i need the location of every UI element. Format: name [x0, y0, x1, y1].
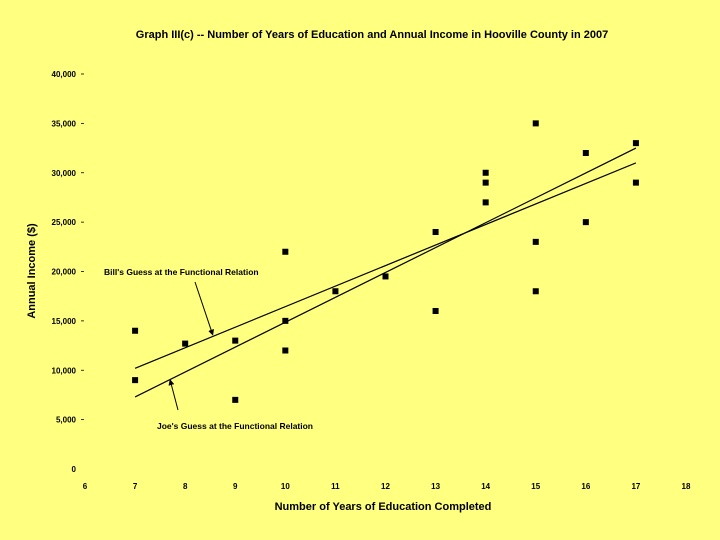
y-tick-label: 20,000	[52, 268, 77, 277]
fit-lines	[134, 147, 637, 398]
x-tick-label: 8	[183, 482, 188, 491]
bill-guess-arrow	[194, 281, 214, 336]
data-points	[132, 120, 639, 403]
y-tick-label: 10,000	[52, 366, 77, 375]
y-tick-label: 35,000	[52, 119, 77, 128]
data-point	[532, 120, 539, 127]
data-point	[232, 396, 239, 403]
annotations: Bill's Guess at the Functional Relation J…	[104, 267, 313, 431]
data-point	[282, 248, 289, 255]
bill-guess-label: Bill's Guess at the Functional Relation	[104, 267, 259, 277]
data-point	[482, 199, 489, 206]
x-tick-label: 18	[682, 482, 691, 491]
fit-line	[134, 162, 637, 369]
data-point	[282, 317, 289, 324]
x-tick-label: 17	[631, 482, 640, 491]
data-point	[332, 288, 339, 295]
data-point	[232, 337, 239, 344]
data-point	[382, 273, 389, 280]
data-point	[482, 179, 489, 186]
axis-ticks: 6 7 8 9 10 11 12 13 14 15 16 17 18 0 5,000 10,000 15,000…	[52, 70, 691, 491]
y-tick-label: 5,000	[56, 416, 77, 425]
y-tick-label: 30,000	[52, 169, 77, 178]
data-point	[532, 238, 539, 245]
data-point	[432, 229, 439, 235]
x-tick-label: 11	[331, 482, 340, 491]
data-point	[432, 308, 439, 314]
chart-title: Graph III(c) -- Number of Years of Educa…	[136, 29, 608, 41]
y-tick-label: 15,000	[52, 317, 77, 326]
x-tick-label: 7	[133, 482, 138, 491]
data-point	[532, 288, 539, 295]
data-point	[632, 140, 639, 147]
x-tick-label: 16	[581, 482, 590, 491]
data-point	[132, 327, 139, 334]
data-point	[482, 169, 489, 176]
data-point	[132, 377, 139, 384]
data-point	[282, 347, 289, 354]
x-tick-label: 12	[381, 482, 390, 491]
data-point	[632, 179, 639, 186]
data-point	[582, 219, 589, 226]
data-point	[182, 340, 189, 347]
x-axis-label: Number of Years of Education Completed	[275, 501, 492, 513]
y-tick-label: 25,000	[52, 218, 77, 227]
joe-guess-label: Joe's Guess at the Functional Relation	[157, 421, 313, 431]
y-axis-label: Annual Income ($)	[26, 223, 38, 319]
x-tick-label: 6	[83, 482, 88, 491]
x-tick-label: 14	[481, 482, 490, 491]
y-tick-label: 0	[72, 465, 77, 474]
x-tick-label: 10	[281, 482, 290, 491]
joe-guess-arrow	[168, 379, 179, 411]
fit-line	[134, 147, 637, 398]
x-tick-label: 15	[531, 482, 540, 491]
x-tick-label: 13	[431, 482, 440, 491]
x-tick-label: 9	[233, 482, 238, 491]
y-tick-label: 40,000	[52, 70, 77, 79]
data-point	[582, 150, 589, 156]
